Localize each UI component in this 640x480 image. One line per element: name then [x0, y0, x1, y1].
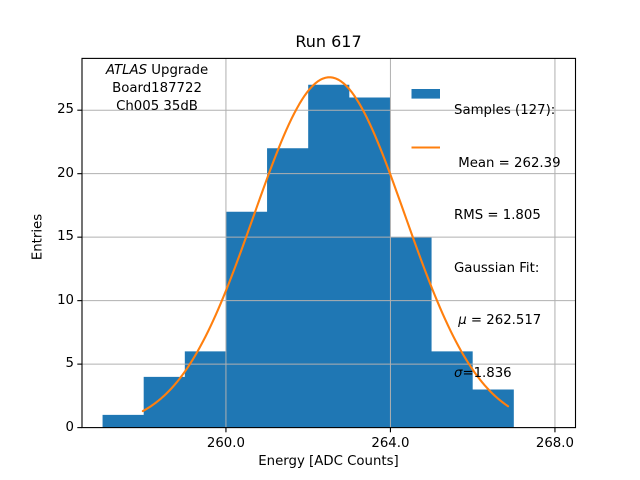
grid-lines [82, 58, 576, 428]
y-axis-label: Entries [30, 213, 46, 261]
annotation-line-1: ATLAS Upgrade [90, 62, 224, 80]
x-axis-label: Energy [ADC Counts] [258, 454, 399, 469]
chart-title: Run 617 [295, 32, 362, 51]
legend-fit-title: Gaussian Fit: [454, 260, 540, 276]
annotation-block: ATLAS Upgrade Board187722 Ch005 35dB [90, 62, 224, 116]
legend-swatches [411, 89, 440, 149]
annotation-upgrade: Upgrade [147, 63, 209, 78]
mu-symbol: μ [454, 313, 467, 328]
annotation-atlas: ATLAS [105, 63, 148, 78]
legend-samples-mean: Mean = 262.39 [454, 155, 561, 171]
sigma-symbol: σ [454, 365, 463, 381]
legend-samples-rms: RMS = 1.805 [454, 208, 541, 223]
gaussian-fit-curve [141, 76, 510, 413]
annotation-channel: Ch005 35dB [116, 99, 198, 114]
histogram-bars [102, 84, 514, 428]
annotation-board: Board187722 [112, 81, 202, 96]
sigma-value: =1.836 [462, 365, 512, 381]
legend-fit-mu: μ = 262.517 [454, 312, 561, 330]
legend-samples-swatch [411, 89, 440, 99]
legend-fit-sigma: σ=1.836 [454, 365, 561, 383]
histogram-silhouette [102, 84, 514, 428]
tick-marks [77, 109, 556, 433]
legend-samples-title: Samples (127): [454, 103, 556, 118]
legend: Samples (127): Mean = 262.39 RMS = 1.805… [454, 67, 561, 417]
mu-value: = 262.517 [466, 313, 542, 328]
axes-spines [81, 57, 577, 429]
